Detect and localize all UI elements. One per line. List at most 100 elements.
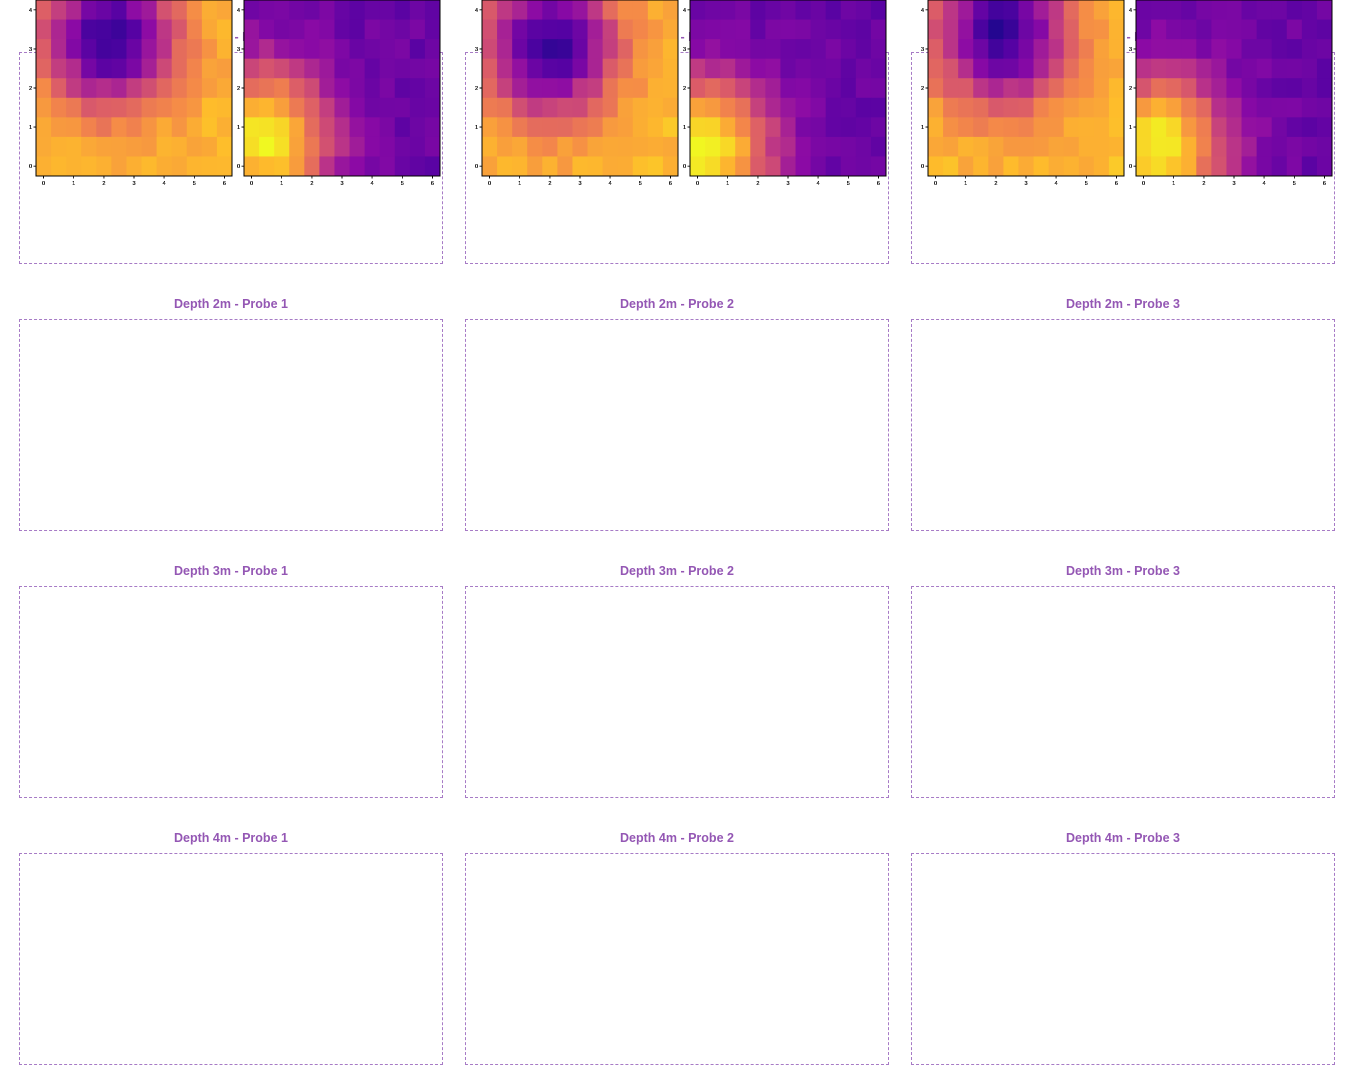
heatmap-cell [96,58,112,79]
heatmap-cell [1301,39,1318,60]
heatmap-cell [795,117,812,138]
heatmap-cell [527,97,543,118]
heatmap-cell [364,97,381,118]
heatmap-cell [126,136,142,157]
heatmap-cell [1316,19,1333,40]
y-tick-label: 2 [683,86,686,92]
x-tick-label: 0 [250,181,253,187]
heatmap-cell [201,19,218,40]
heatmap-cell [602,58,619,79]
heatmap-cell [1301,19,1318,40]
heatmap-cell [1271,58,1288,79]
heatmap-cell [988,97,1004,118]
heatmap-cell [1108,156,1125,177]
y-tick-label: 0 [475,164,478,170]
heatmap-cell [409,156,426,177]
heatmap-cell [855,136,872,157]
panel-title: Depth 4m - Probe 2 [620,831,734,845]
heatmap-cell [690,58,706,79]
heatmap-cell [855,0,872,20]
x-tick-label: 4 [609,181,612,187]
heatmap-cell [171,117,188,138]
heatmap-cell [304,0,320,20]
heatmap-cell [171,78,188,99]
x-tick-label: 0 [42,181,45,187]
heatmap-cell [1166,78,1182,99]
heatmap-panel [911,853,1335,1065]
heatmap-cell [1151,0,1167,20]
y-tick-label: 3 [237,47,240,53]
heatmap-cell [973,136,989,157]
panel-title: Depth 3m - Probe 1 [174,564,288,578]
heatmap-cell [111,58,127,79]
heatmap-cell [379,39,396,60]
heatmap-cell [705,78,721,99]
heatmap-cell [497,97,513,118]
heatmap-cell [201,78,218,99]
heatmap-cell [1078,58,1095,79]
heatmap-cell [735,78,751,99]
y-tick-label: 1 [1129,125,1132,131]
heatmap-cell [870,97,887,118]
heatmap-cell [512,19,528,40]
y-tick-label: 0 [475,164,478,170]
heatmap-cell [720,117,736,138]
y-tick-label: 2 [683,86,686,92]
heatmap-cell [647,0,664,20]
heatmap-cell [1108,117,1125,138]
y-tick-label: 1 [475,125,478,131]
heatmap-cell [1226,136,1242,157]
heatmap-cell [780,136,796,157]
y-tick-label: 0 [237,164,240,170]
heatmap-cell [289,136,305,157]
heatmap-cell [126,19,142,40]
x-tick-label: 1 [280,181,283,187]
heatmap-cell [244,78,260,99]
x-tick-label: 6 [431,181,434,187]
heatmap-cell [870,78,887,99]
heatmap-cell [1093,117,1110,138]
heatmap-cell [705,156,721,177]
heatmap-cell [780,19,796,40]
heatmap-cell [1078,39,1095,60]
x-tick-label: 0 [488,181,491,187]
heatmap-cell [201,156,218,177]
x-tick-label: 6 [669,181,672,187]
heatmap-cell [988,39,1004,60]
heatmap-cell [304,39,320,60]
heatmap-cell [81,117,97,138]
x-tick-label: 3 [132,181,135,187]
x-tick-label: 6 [431,181,434,187]
heatmap-cell [409,39,426,60]
heatmap-cell [632,78,649,99]
y-tick-label: 2 [921,86,924,92]
x-tick-label: 1 [726,181,729,187]
y-tick-label: 2 [475,86,478,92]
y-tick-label: 0 [683,164,686,170]
heatmap-cell [1301,136,1318,157]
x-tick-label: 3 [1232,181,1235,187]
heatmap-subplot: chan X012345601234 [29,0,233,187]
heatmap-cell [632,39,649,60]
heatmap-cell [870,58,887,79]
heatmap-cell [319,19,335,40]
heatmap-cell [780,0,796,20]
heatmap-cell [1286,117,1303,138]
heatmap-cell [1181,58,1197,79]
x-tick-label: 2 [756,181,759,187]
x-tick-label: 1 [1172,181,1175,187]
y-tick-label: 3 [475,47,478,53]
heatmap-cell [780,97,796,118]
x-tick-label: 5 [1293,181,1296,187]
heatmap-cell [1256,39,1273,60]
heatmap-cell [1241,39,1258,60]
heatmap-cell [512,97,528,118]
y-tick-label: 4 [683,8,686,14]
x-tick-label: 5 [1085,181,1088,187]
y-tick-label: 4 [1129,8,1132,14]
heatmap-cell [1196,136,1212,157]
x-tick-label: 2 [756,181,759,187]
heatmap-cell [542,0,558,20]
heatmap-cell [795,19,812,40]
heatmap-cell [1211,0,1227,20]
